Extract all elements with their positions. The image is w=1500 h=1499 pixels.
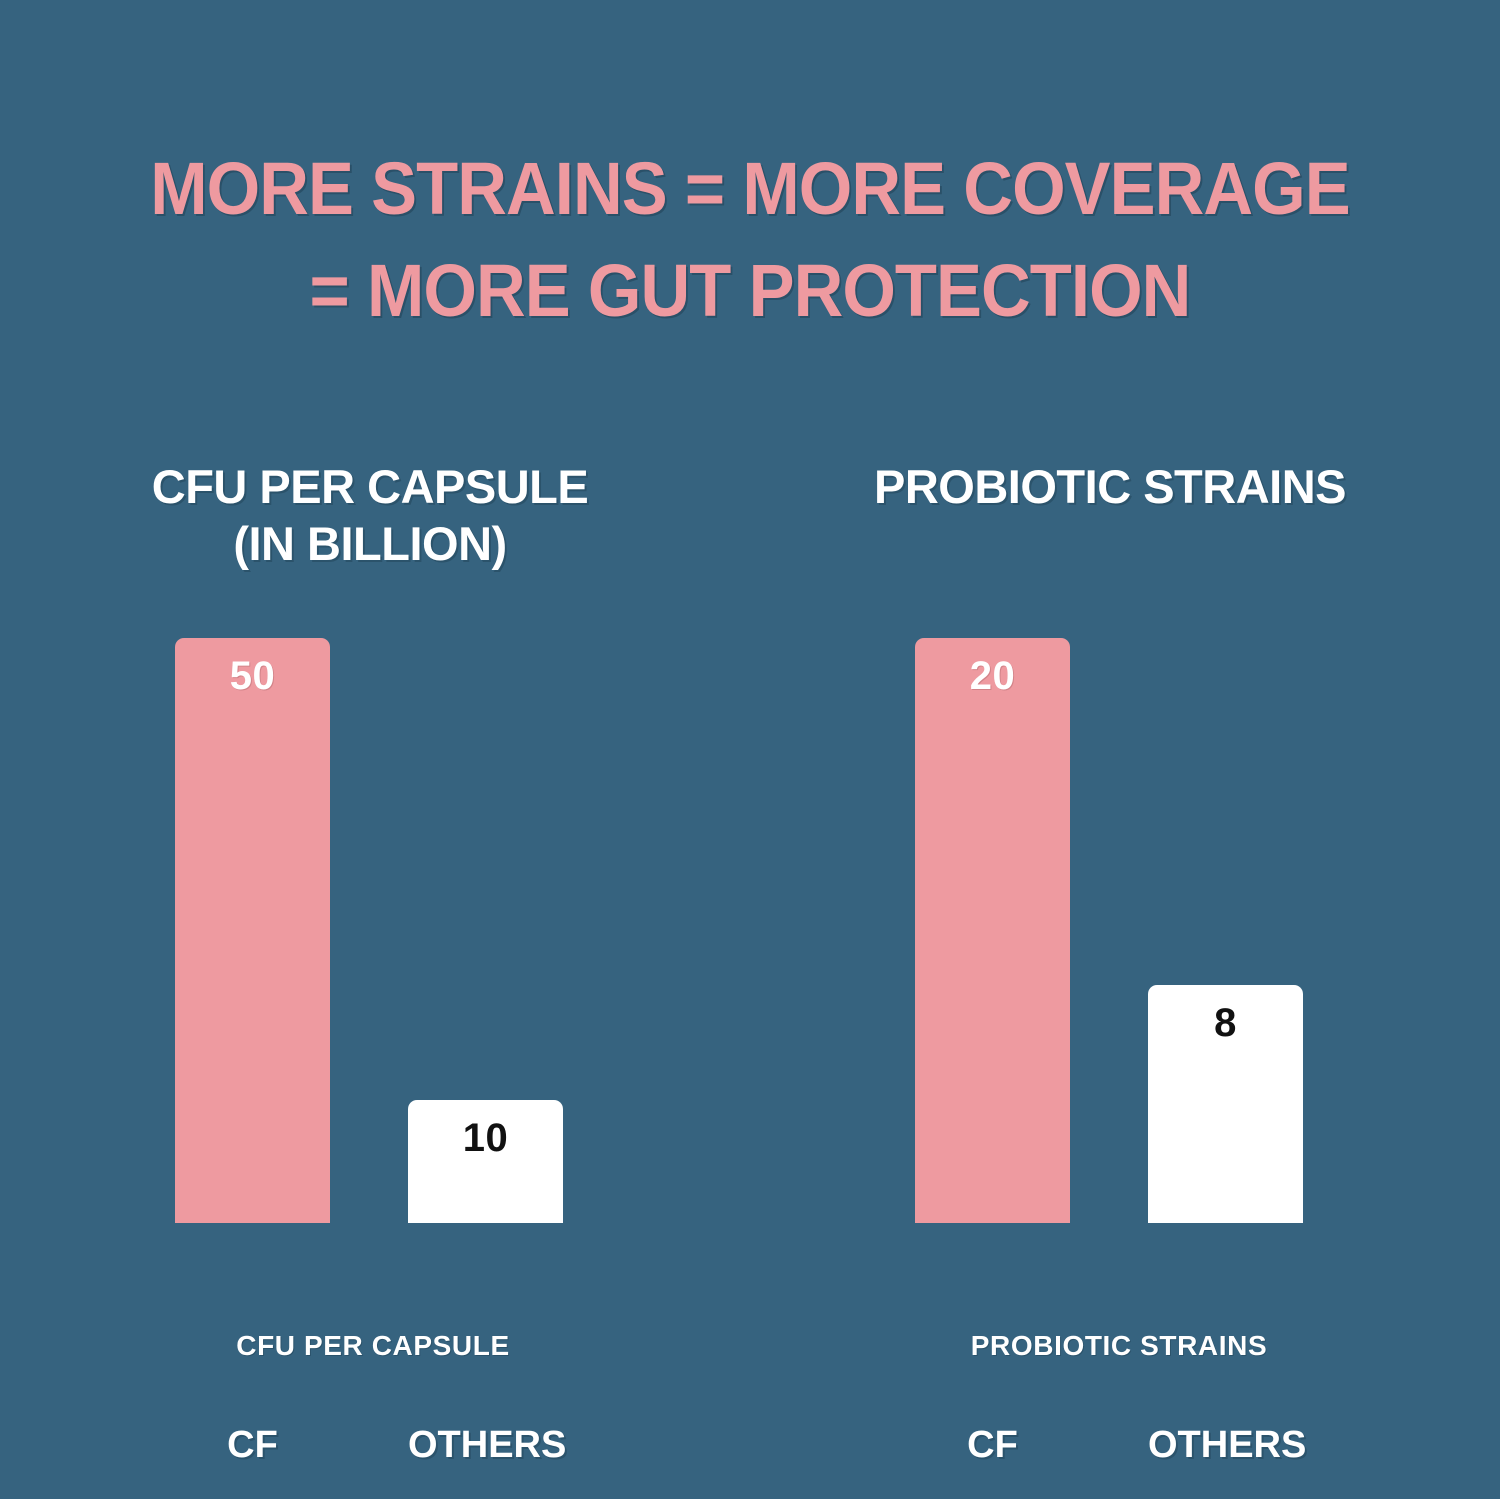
category-label-strains-others: OTHERS xyxy=(1148,1424,1307,1466)
chart-heading-probiotic-strains: PROBIOTIC STRAINS xyxy=(760,458,1460,515)
chart-heading-line-2: (IN BILLION) xyxy=(233,517,507,571)
plot-area-cfu-per-capsule: 50 10 CF OTHERS xyxy=(20,630,720,1466)
page-title-line-2: = MORE GUT PROTECTION xyxy=(309,249,1192,333)
plot-area-probiotic-strains: 20 8 CF OTHERS xyxy=(760,630,1460,1466)
bar-value-cfu-cf: 50 xyxy=(229,654,276,698)
page-title-line-1: MORE STRAINS = MORE COVERAGE xyxy=(150,147,1350,230)
chart-panel-probiotic-strains: PROBIOTIC STRAINS 20 8 CF OTHERS PROBIOT… xyxy=(760,440,1460,1466)
chart-caption-cfu-per-capsule: CFU PER CAPSULE xyxy=(236,1330,510,1361)
category-label-cfu-cf: CF xyxy=(227,1424,278,1466)
chart-heading-cfu-per-capsule: CFU PER CAPSULE (IN BILLION) xyxy=(20,458,720,573)
bar-cfu-others: 10 xyxy=(408,1100,563,1223)
category-label-strains-cf: CF xyxy=(967,1424,1018,1466)
category-label-cfu-others: OTHERS xyxy=(408,1424,567,1466)
chart-heading-line-1: CFU PER CAPSULE xyxy=(151,460,589,513)
bar-strains-others: 8 xyxy=(1148,985,1303,1223)
bar-value-strains-others: 8 xyxy=(1214,1001,1237,1045)
chart-heading-line-1: PROBIOTIC STRAINS xyxy=(874,460,1346,513)
bar-cfu-cf: 50 xyxy=(175,638,330,1223)
bar-value-strains-cf: 20 xyxy=(969,654,1016,698)
bar-value-cfu-others: 10 xyxy=(462,1116,509,1160)
chart-caption-probiotic-strains: PROBIOTIC STRAINS xyxy=(970,1330,1268,1361)
bar-strains-cf: 20 xyxy=(915,638,1070,1223)
chart-panel-cfu-per-capsule: CFU PER CAPSULE (IN BILLION) 50 10 CF OT… xyxy=(20,440,720,1466)
page-title: MORE STRAINS = MORE COVERAGE = MORE GUT … xyxy=(53,138,1448,342)
